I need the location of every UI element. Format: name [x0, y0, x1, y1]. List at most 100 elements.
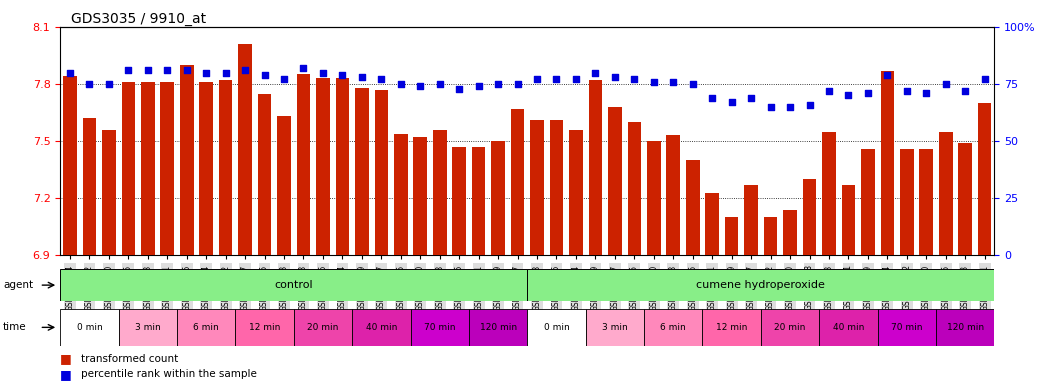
- Point: [334, 72, 351, 78]
- Text: 3 min: 3 min: [135, 323, 161, 332]
- Bar: [802, 179, 816, 255]
- Point: [704, 94, 720, 101]
- Bar: [294, 309, 352, 346]
- Bar: [527, 309, 585, 346]
- Bar: [666, 136, 680, 255]
- Bar: [761, 309, 819, 346]
- Bar: [978, 103, 991, 255]
- Point: [646, 79, 662, 85]
- Point: [743, 94, 760, 101]
- Point: [626, 76, 643, 83]
- Bar: [628, 122, 641, 255]
- Bar: [277, 116, 291, 255]
- Point: [528, 76, 545, 83]
- Point: [957, 88, 974, 94]
- Point: [665, 79, 682, 85]
- Point: [879, 72, 896, 78]
- Bar: [550, 120, 564, 255]
- Bar: [569, 130, 582, 255]
- Point: [801, 101, 818, 108]
- Bar: [900, 149, 913, 255]
- Point: [139, 67, 156, 73]
- Bar: [585, 309, 644, 346]
- Bar: [83, 118, 97, 255]
- Point: [392, 81, 409, 87]
- Point: [782, 104, 798, 110]
- Bar: [862, 149, 875, 255]
- Bar: [236, 309, 294, 346]
- Bar: [822, 132, 836, 255]
- Bar: [141, 82, 155, 255]
- Point: [256, 72, 273, 78]
- Point: [859, 90, 876, 96]
- Bar: [936, 309, 994, 346]
- Point: [899, 88, 916, 94]
- Point: [373, 76, 389, 83]
- Text: 20 min: 20 min: [307, 323, 338, 332]
- Point: [179, 67, 195, 73]
- Text: 70 min: 70 min: [891, 323, 923, 332]
- Point: [354, 74, 371, 80]
- Bar: [355, 88, 368, 255]
- Bar: [472, 147, 486, 255]
- Point: [821, 88, 838, 94]
- Bar: [608, 107, 622, 255]
- Text: 12 min: 12 min: [716, 323, 747, 332]
- Text: 70 min: 70 min: [424, 323, 456, 332]
- Bar: [102, 130, 115, 255]
- Text: 40 min: 40 min: [832, 323, 864, 332]
- Text: control: control: [274, 280, 313, 290]
- Bar: [920, 149, 933, 255]
- Bar: [842, 185, 855, 255]
- Bar: [958, 143, 972, 255]
- Point: [937, 81, 954, 87]
- Bar: [176, 309, 236, 346]
- Bar: [63, 76, 77, 255]
- Point: [61, 70, 78, 76]
- Text: 0 min: 0 min: [544, 323, 570, 332]
- Bar: [60, 269, 527, 301]
- Bar: [744, 185, 758, 255]
- Point: [412, 83, 429, 89]
- Text: ■: ■: [60, 353, 72, 366]
- Point: [432, 81, 448, 87]
- Point: [159, 67, 175, 73]
- Bar: [219, 80, 233, 255]
- Bar: [118, 309, 176, 346]
- Text: 120 min: 120 min: [480, 323, 517, 332]
- Point: [81, 81, 98, 87]
- Point: [762, 104, 778, 110]
- Text: 120 min: 120 min: [947, 323, 984, 332]
- Bar: [880, 71, 894, 255]
- Bar: [511, 109, 524, 255]
- Text: 12 min: 12 min: [249, 323, 280, 332]
- Point: [977, 76, 993, 83]
- Bar: [433, 130, 446, 255]
- Bar: [877, 309, 936, 346]
- Bar: [411, 309, 469, 346]
- Bar: [257, 94, 271, 255]
- Point: [588, 70, 604, 76]
- Point: [490, 81, 507, 87]
- Point: [101, 81, 117, 87]
- Point: [684, 81, 701, 87]
- Point: [315, 70, 331, 76]
- Text: 3 min: 3 min: [602, 323, 628, 332]
- Point: [510, 81, 526, 87]
- Point: [723, 99, 740, 105]
- Bar: [725, 217, 738, 255]
- Text: cumene hydroperoxide: cumene hydroperoxide: [696, 280, 825, 290]
- Bar: [161, 82, 174, 255]
- Bar: [394, 134, 408, 255]
- Point: [606, 74, 623, 80]
- Point: [217, 70, 234, 76]
- Bar: [453, 147, 466, 255]
- Text: 40 min: 40 min: [365, 323, 397, 332]
- Point: [120, 67, 137, 73]
- Bar: [530, 120, 544, 255]
- Text: GDS3035 / 9910_at: GDS3035 / 9910_at: [71, 12, 206, 25]
- Bar: [121, 82, 135, 255]
- Text: ■: ■: [60, 368, 72, 381]
- Point: [198, 70, 215, 76]
- Point: [450, 86, 467, 92]
